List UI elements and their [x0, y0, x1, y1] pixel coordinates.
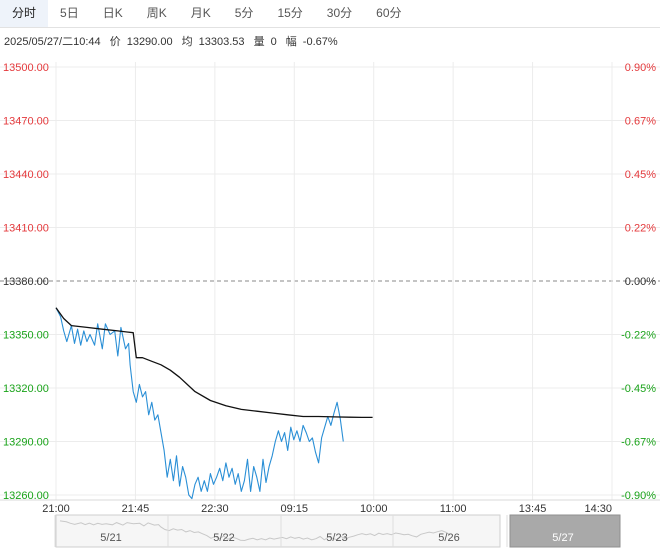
x-tick-label: 10:00: [360, 503, 388, 515]
x-tick-label: 13:45: [519, 503, 547, 515]
x-tick-label: 14:30: [584, 503, 612, 515]
y-tick-label-right: 0.00%: [625, 276, 656, 288]
tab-5day[interactable]: 5日: [60, 6, 79, 20]
tab-monthly-k[interactable]: 月K: [190, 6, 211, 20]
x-tick-label: 21:45: [122, 503, 150, 515]
x-tick-label: 11:00: [440, 503, 467, 515]
x-tick-label: 21:00: [42, 503, 70, 515]
navigator-selection[interactable]: [509, 514, 621, 548]
volume-value: 0: [270, 36, 277, 48]
navigator-date-label: 5/27: [552, 532, 573, 544]
change-label: 幅: [285, 36, 297, 48]
y-tick-label-left: 13440.00: [3, 169, 49, 181]
y-tick-label-right: 0.67%: [625, 116, 656, 128]
y-tick-label-left: 13260.00: [3, 490, 49, 502]
average-price-line: [55, 307, 373, 419]
y-tick-label-left: 13500.00: [3, 62, 49, 74]
price-value: 13290.00: [126, 36, 173, 48]
y-tick-label-left: 13350.00: [3, 330, 49, 342]
y-tick-label-right: 0.45%: [625, 169, 656, 181]
quote-datetime: 2025/05/27/二10:44: [4, 36, 101, 48]
change-value: -0.67%: [302, 36, 338, 48]
navigator-preview-line: [59, 520, 451, 542]
navigator-date-label: 5/21: [100, 532, 121, 544]
navigator-date-label: 5/22: [213, 532, 234, 544]
y-tick-label-right: -0.90%: [621, 490, 656, 502]
tab-weekly-k[interactable]: 周K: [146, 6, 167, 20]
y-tick-label-right: -0.67%: [621, 437, 656, 449]
y-tick-label-right: -0.22%: [621, 330, 656, 342]
y-tick-label-left: 13470.00: [3, 116, 49, 128]
price-label: 价: [109, 36, 121, 48]
navigator-date-label: 5/26: [438, 532, 459, 544]
period-tab-bar: 分时 5日 日K 周K 月K 5分 15分 30分 60分: [0, 0, 660, 28]
navigator-strip: [55, 514, 501, 548]
y-tick-label-right: 0.90%: [625, 62, 656, 74]
tab-fenshi[interactable]: 分时: [0, 0, 49, 27]
tab-5min[interactable]: 5分: [234, 6, 254, 20]
x-tick-label: 09:15: [281, 503, 309, 515]
y-tick-label-right: -0.45%: [621, 383, 656, 395]
navigator-date-label: 5/23: [326, 532, 347, 544]
tab-30min[interactable]: 30分: [326, 6, 353, 20]
tab-15min[interactable]: 15分: [277, 6, 303, 20]
settle-label: 均: [181, 36, 193, 48]
volume-label: 量: [253, 36, 265, 48]
y-tick-label-left: 13320.00: [3, 383, 49, 395]
y-tick-label-right: 0.22%: [625, 223, 656, 235]
y-tick-label-left: 13380.00: [3, 276, 49, 288]
settle-value: 13303.53: [198, 36, 245, 48]
y-tick-label-left: 13290.00: [3, 437, 49, 449]
y-tick-label-left: 13410.00: [3, 223, 49, 235]
price-line: [55, 307, 344, 500]
tab-60min[interactable]: 60分: [376, 6, 402, 20]
x-tick-label: 22:30: [201, 503, 229, 515]
tab-daily-k[interactable]: 日K: [102, 6, 123, 20]
